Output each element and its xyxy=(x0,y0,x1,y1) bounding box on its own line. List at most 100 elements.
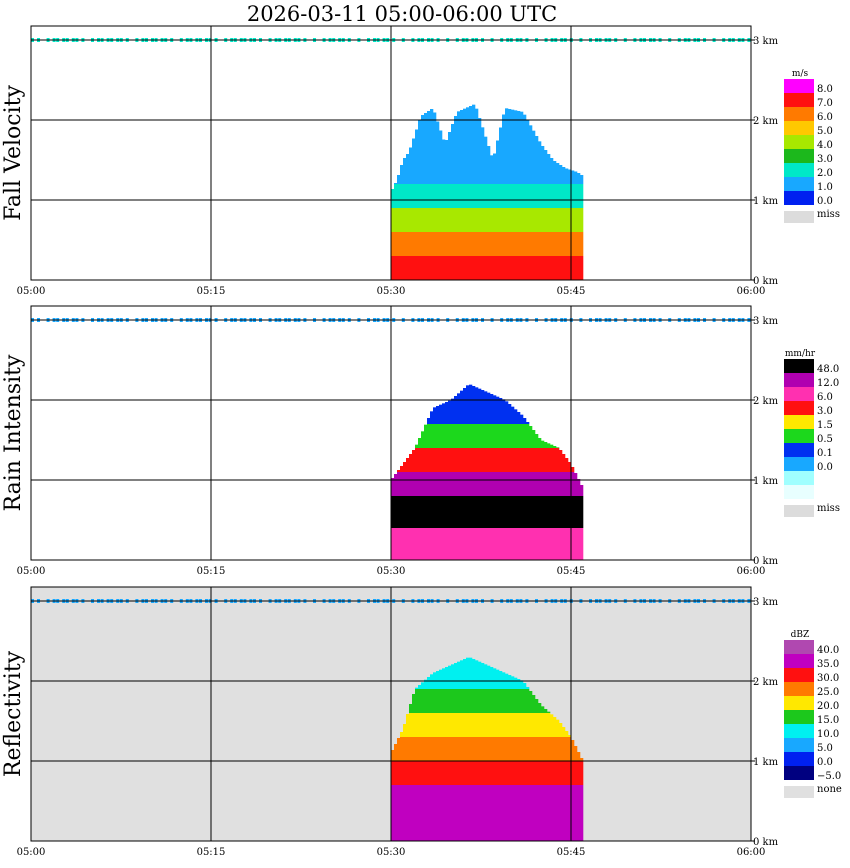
echo-cell xyxy=(538,448,542,472)
echo-cell xyxy=(421,256,425,280)
echo-cell xyxy=(562,256,566,280)
echo-cell xyxy=(580,256,584,280)
echo-cell xyxy=(556,785,560,841)
echo-cell xyxy=(487,424,491,448)
echo-cell xyxy=(496,669,500,689)
echo-cell xyxy=(412,232,416,256)
echo-cell xyxy=(502,737,506,761)
echo-cell xyxy=(400,785,404,841)
echo-cell xyxy=(508,689,512,713)
echo-cell xyxy=(508,184,512,208)
echo-cell xyxy=(421,496,425,528)
echo-cell xyxy=(562,208,566,232)
echo-cell xyxy=(556,448,560,472)
echo-cell xyxy=(469,472,473,496)
echo-cell xyxy=(514,208,518,232)
echo-cell xyxy=(415,713,419,737)
echo-cell xyxy=(523,737,527,761)
echo-cell xyxy=(520,785,524,841)
echo-cell xyxy=(409,454,413,472)
echo-cell xyxy=(550,785,554,841)
echo-cell xyxy=(406,472,410,496)
echo-cell xyxy=(556,256,560,280)
echo-cell xyxy=(466,472,470,496)
echo-cell xyxy=(520,232,524,256)
colorbar-swatch xyxy=(784,766,814,780)
echo-cell xyxy=(406,232,410,256)
echo-cell xyxy=(415,785,419,841)
echo-cell xyxy=(391,528,395,560)
echo-cell xyxy=(394,496,398,528)
echo-cell xyxy=(406,714,410,737)
echo-cell xyxy=(484,496,488,528)
echo-cell xyxy=(397,496,401,528)
echo-cell xyxy=(439,669,443,689)
y-tick-label: 0 km xyxy=(753,837,779,848)
echo-cell xyxy=(559,723,563,737)
echo-cell xyxy=(559,737,563,761)
echo-cell xyxy=(451,713,455,737)
echo-cell xyxy=(529,528,533,560)
echo-cell xyxy=(469,785,473,841)
y-tick-label: 0 km xyxy=(753,556,779,567)
echo-cell xyxy=(463,785,467,841)
echo-cell xyxy=(466,232,470,256)
colorbar-swatch xyxy=(784,177,814,191)
echo-cell xyxy=(415,528,419,560)
echo-cell xyxy=(391,750,395,761)
echo-cell xyxy=(520,496,524,528)
echo-cell xyxy=(442,232,446,256)
echo-cell xyxy=(484,424,488,448)
colorbar-label: 10.0 xyxy=(817,729,839,740)
echo-cell xyxy=(517,496,521,528)
echo-cell xyxy=(469,384,473,424)
echo-cell xyxy=(442,761,446,785)
echo-cell xyxy=(463,528,467,560)
echo-cell xyxy=(424,737,428,761)
echo-cell xyxy=(562,472,566,496)
echo-cell xyxy=(502,208,506,232)
echo-cell xyxy=(562,761,566,785)
echo-cell xyxy=(526,785,530,841)
echo-cell xyxy=(511,761,515,785)
echo-cell xyxy=(445,761,449,785)
echo-cell xyxy=(463,424,467,448)
echo-cell xyxy=(562,496,566,528)
echo-cell xyxy=(415,472,419,496)
echo-cell xyxy=(478,208,482,232)
echo-cell xyxy=(505,528,509,560)
echo-cell xyxy=(412,450,416,472)
echo-cell xyxy=(547,737,551,761)
echo-cell xyxy=(400,528,404,560)
echo-cell xyxy=(547,472,551,496)
echo-cell xyxy=(475,689,479,713)
echo-cell xyxy=(514,184,518,208)
echo-cell xyxy=(580,184,584,208)
echo-cell xyxy=(574,256,578,280)
echo-cell xyxy=(448,472,452,496)
echo-region xyxy=(391,384,584,560)
echo-cell xyxy=(436,528,440,560)
echo-cell xyxy=(577,232,581,256)
echo-cell xyxy=(424,184,428,208)
echo-cell xyxy=(502,713,506,737)
y-tick-label: 3 km xyxy=(753,36,779,47)
colorbar-label: 35.0 xyxy=(817,659,839,670)
echo-cell xyxy=(541,256,545,280)
echo-cell xyxy=(577,528,581,560)
echo-cell xyxy=(418,256,422,280)
echo-cell xyxy=(514,448,518,472)
echo-cell xyxy=(493,424,497,448)
echo-cell xyxy=(484,528,488,560)
echo-cell xyxy=(463,659,467,689)
echo-cell xyxy=(412,737,416,761)
x-tick-label: 05:45 xyxy=(557,286,586,297)
echo-cell xyxy=(397,528,401,560)
echo-cell xyxy=(457,393,461,424)
echo-cell xyxy=(427,111,431,184)
echo-cell xyxy=(469,713,473,737)
echo-cell xyxy=(460,472,464,496)
echo-cell xyxy=(568,761,572,785)
echo-cell xyxy=(445,402,449,424)
echo-cell xyxy=(490,667,494,689)
